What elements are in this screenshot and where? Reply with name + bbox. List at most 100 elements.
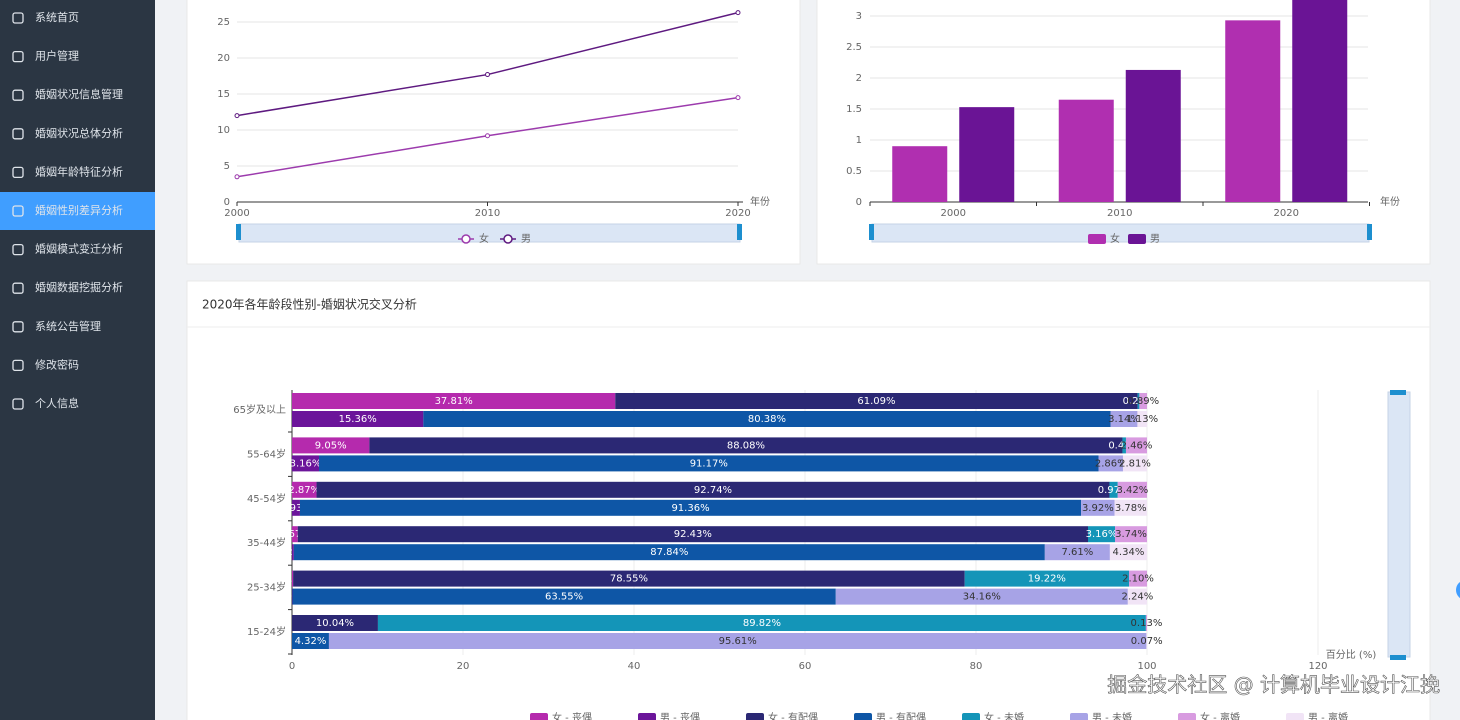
value-label: 0.41% — [1108, 440, 1140, 451]
menu-item[interactable]: 婚姻状况信息管理 — [35, 87, 123, 101]
bar-segment — [292, 499, 300, 516]
legend-swatch — [746, 713, 764, 720]
menu-item[interactable]: 系统首页 — [35, 10, 79, 24]
value-label: 0.01% — [276, 618, 308, 629]
value-label: 2.46% — [1121, 440, 1153, 451]
bar-segment — [423, 411, 1111, 427]
zoom-handle[interactable] — [1367, 224, 1372, 240]
panel — [186, 0, 801, 265]
y-tick-label: 2 — [856, 73, 862, 84]
y-tick-label: 1.5 — [846, 104, 862, 115]
zoom-handle[interactable] — [1390, 390, 1406, 395]
legend-label[interactable]: 女 - 有配偶 — [768, 711, 818, 720]
bar-segment — [1125, 437, 1147, 454]
menu-item[interactable]: 婚姻模式变迁分析 — [35, 242, 123, 256]
bar — [1225, 20, 1281, 203]
legend-label[interactable]: 男 - 离婚 — [1308, 711, 1348, 720]
bar-segment — [1137, 393, 1140, 409]
menu-icon — [12, 243, 24, 256]
bar-segment — [1137, 411, 1148, 427]
value-label: 3.74% — [1115, 529, 1147, 540]
menu-item[interactable]: 婚姻数据挖掘分析 — [35, 280, 123, 294]
legend-label[interactable]: 女 — [479, 232, 489, 245]
legend-label[interactable]: 男 - 丧偶 — [660, 711, 700, 720]
y-tick-label: 3 — [856, 11, 862, 22]
bar-segment — [1109, 544, 1147, 561]
menu-item[interactable]: 系统公告管理 — [35, 319, 101, 333]
panel-title: 2020年各年龄段性别-婚姻状况交叉分析 — [202, 297, 417, 312]
menu-icon — [12, 205, 24, 217]
bar-segment — [1146, 633, 1147, 649]
y-tick-label: 65岁及以上 — [233, 403, 286, 416]
bar-segment — [1114, 499, 1147, 516]
value-label: 19.22% — [1028, 574, 1066, 585]
menu-item[interactable]: 个人信息 — [35, 396, 79, 410]
value-label: 2.24% — [1122, 592, 1154, 603]
bar — [1292, 0, 1348, 203]
bar-segment — [292, 588, 836, 605]
bar-segment — [1117, 481, 1147, 498]
x-axis-name: 年份 — [1380, 195, 1400, 208]
bar-segment — [1129, 570, 1147, 587]
value-label: 7.61% — [1061, 547, 1093, 558]
zoom-handle[interactable] — [869, 224, 874, 240]
x-tick-label: 80 — [970, 661, 983, 672]
x-tick-label: 2010 — [475, 208, 500, 219]
legend-label[interactable]: 男 — [1150, 233, 1160, 245]
value-label: 88.08% — [727, 440, 765, 451]
value-label: 15.36% — [339, 414, 377, 425]
zoom-slider[interactable] — [871, 223, 1370, 243]
legend-label[interactable]: 男 - 有配偶 — [876, 711, 926, 720]
zoom-handle[interactable] — [1390, 655, 1406, 660]
value-label: 78.55% — [610, 574, 648, 585]
y-tick-label: 0.5 — [846, 166, 862, 177]
bar-segment — [293, 544, 1045, 561]
value-label: 2.86% — [1095, 458, 1127, 469]
menu-item[interactable]: 修改密码 — [35, 357, 79, 371]
float-button[interactable] — [1456, 580, 1460, 600]
bar-segment — [292, 544, 294, 561]
x-tick-label: 100 — [1137, 661, 1156, 672]
value-label: 10.04% — [316, 618, 354, 629]
legend-label[interactable]: 男 — [521, 233, 531, 245]
legend-marker — [503, 234, 513, 244]
menu-item[interactable]: 婚姻性别差异分析 — [35, 203, 123, 217]
legend-label[interactable]: 女 - 未婚 — [984, 711, 1024, 720]
menu-icon — [12, 89, 24, 101]
zoom-handle[interactable] — [236, 224, 241, 240]
zoom-slider[interactable] — [1387, 391, 1411, 658]
legend-label[interactable]: 女 - 离婚 — [1200, 711, 1240, 720]
menu-icon — [12, 12, 24, 24]
menu-item[interactable]: 婚姻年龄特征分析 — [35, 164, 123, 178]
value-label: 3.92% — [1082, 503, 1114, 514]
value-label: 0.05% — [276, 592, 308, 603]
legend-label[interactable]: 女 — [1110, 232, 1120, 245]
value-label: 63.55% — [545, 592, 583, 603]
point — [234, 174, 240, 180]
value-label: 91.17% — [690, 458, 728, 469]
bar-segment — [319, 455, 1099, 472]
legend-swatch — [638, 713, 656, 720]
y-tick-label: 20 — [217, 53, 230, 64]
zoom-slider[interactable] — [238, 223, 741, 243]
y-tick-label: 15-24岁 — [247, 625, 286, 638]
menu-icon — [12, 321, 24, 333]
value-label: 0.13% — [1131, 618, 1163, 629]
y-tick-label: 35-44岁 — [247, 536, 286, 549]
legend-label[interactable]: 男 - 未婚 — [1092, 711, 1132, 720]
legend-label[interactable]: 女 - 丧偶 — [552, 711, 592, 720]
bar-segment — [292, 455, 320, 472]
point — [735, 10, 741, 16]
legend-swatch — [1286, 713, 1304, 720]
menu-item[interactable]: 婚姻状况总体分析 — [35, 126, 123, 140]
bar-segment — [1145, 615, 1147, 631]
bar-segment — [1122, 437, 1126, 454]
menu-item[interactable]: 用户管理 — [35, 49, 79, 63]
bar — [1058, 99, 1114, 202]
bar-segment — [1109, 481, 1118, 498]
zoom-handle[interactable] — [737, 224, 742, 240]
x-tick-label: 2000 — [941, 208, 966, 219]
bar — [892, 146, 948, 202]
bar-segment — [292, 615, 378, 631]
x-tick-label: 0 — [289, 661, 295, 672]
